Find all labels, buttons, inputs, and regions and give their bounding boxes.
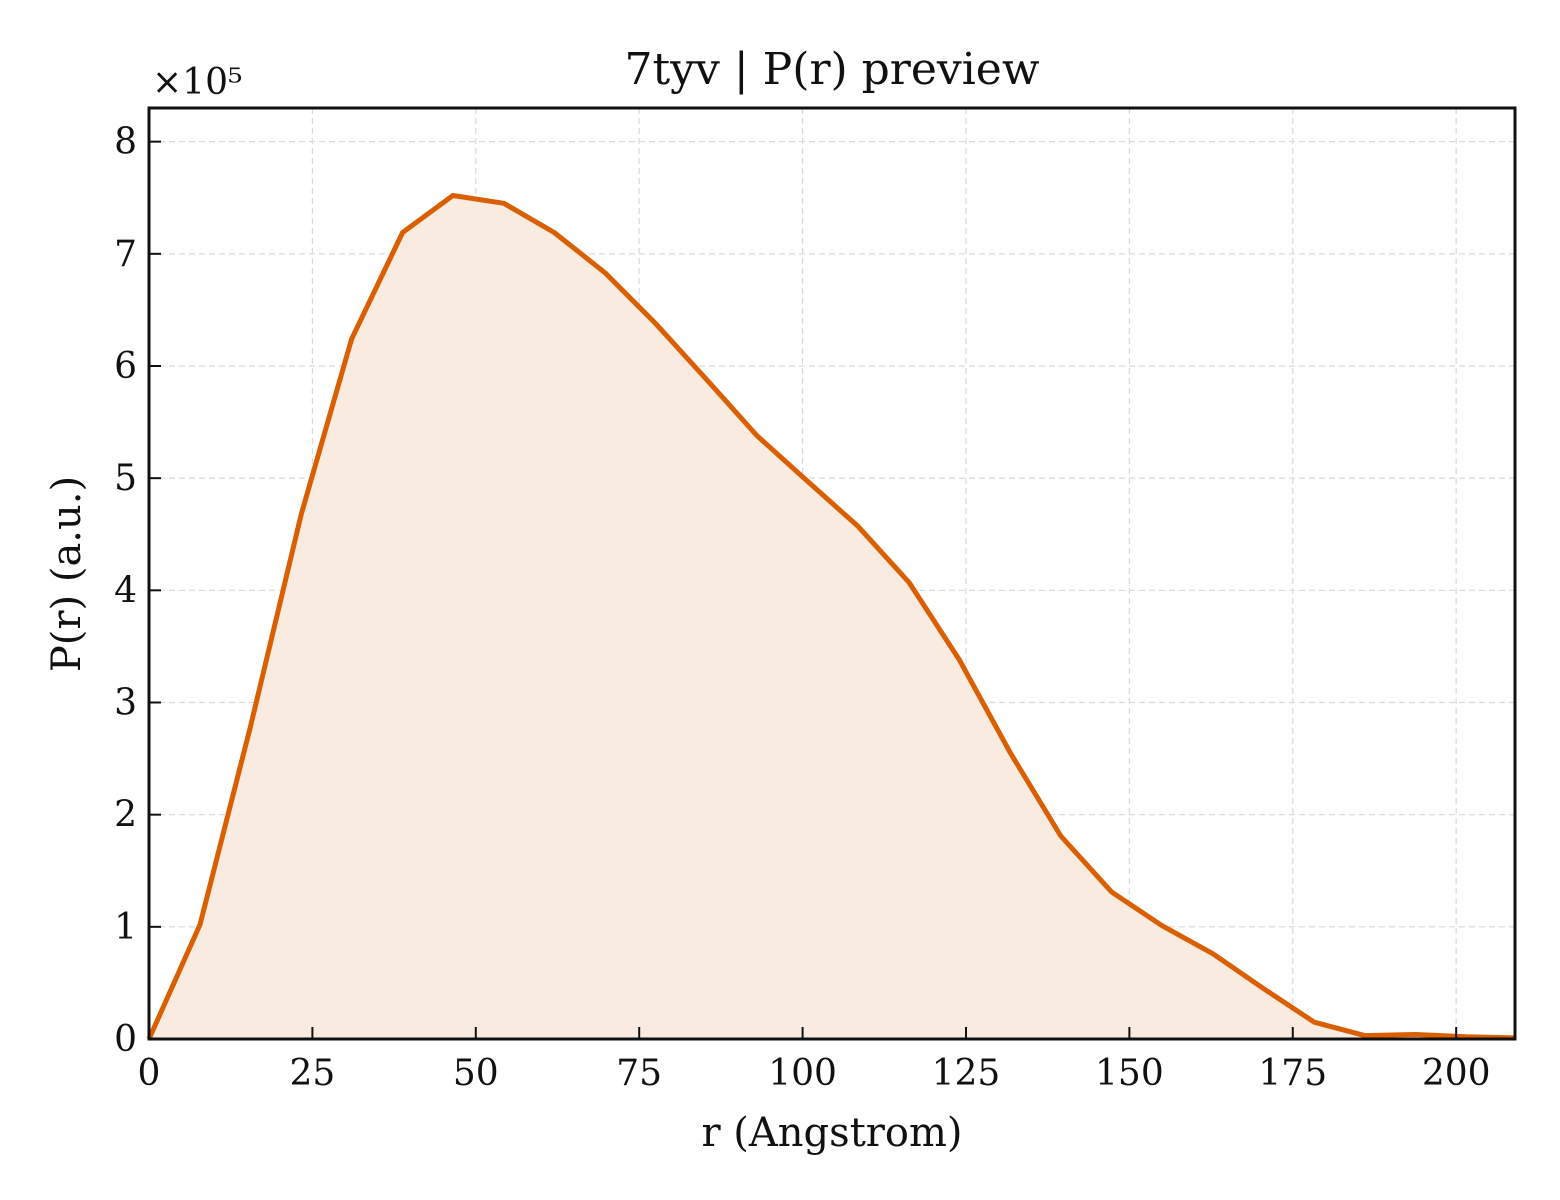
y-multiplier-label: ×10⁵ [152, 62, 242, 103]
x-tick-label: 200 [1422, 1053, 1491, 1094]
pr-data-line [146, 193, 1516, 1041]
x-tick-label: 125 [932, 1053, 1001, 1094]
y-tick-label: 1 [114, 907, 137, 948]
y-tick-label: 6 [114, 346, 137, 387]
y-tick-label: 7 [114, 234, 137, 275]
x-axis-label: r (Angstrom) [701, 1110, 962, 1156]
plot-frame [147, 106, 1517, 1041]
x-tick-label: 50 [453, 1053, 499, 1094]
y-axis-label: P(r) (a.u.) [44, 476, 90, 672]
x-tick-label: 0 [138, 1053, 161, 1094]
x-tick-label: 175 [1258, 1053, 1327, 1094]
y-tick-label: 8 [114, 122, 137, 163]
y-tick-label: 4 [114, 570, 137, 611]
x-tick-label: 150 [1095, 1053, 1164, 1094]
ticks-layer: 0 25 50 75 100 125 150 175 200 0 1 2 3 4 5 6 7 8 [114, 122, 1490, 1094]
x-tick-label: 25 [289, 1053, 335, 1094]
x-tick-label: 75 [616, 1053, 662, 1094]
y-tick-label: 5 [114, 458, 137, 499]
chart-title: 7tyv | P(r) preview [624, 44, 1039, 95]
y-tick-label: 3 [114, 682, 137, 723]
y-tick-label: 0 [114, 1019, 137, 1060]
pr-area-fill [149, 195, 1515, 1039]
x-tick-label: 100 [768, 1053, 837, 1094]
y-tick-label: 2 [114, 795, 137, 836]
